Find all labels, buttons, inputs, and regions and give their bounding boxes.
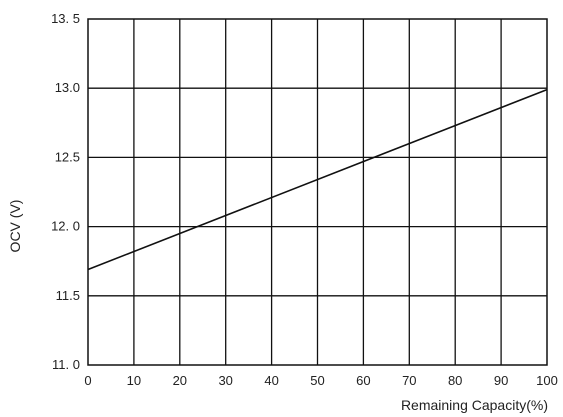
x-axis-ticks: 0 10 20 30 40 50 60 70 80 90 100 <box>84 373 557 388</box>
x-tick-label: 60 <box>356 373 370 388</box>
x-tick-label: 20 <box>173 373 187 388</box>
grid <box>88 19 547 365</box>
x-tick-label: 70 <box>402 373 416 388</box>
x-tick-label: 0 <box>84 373 91 388</box>
x-tick-label: 10 <box>127 373 141 388</box>
x-tick-label: 100 <box>536 373 558 388</box>
x-tick-label: 30 <box>218 373 232 388</box>
y-tick-label: 13. 5 <box>51 11 80 26</box>
series-line-ocv <box>87 88 548 271</box>
y-tick-label: 12.5 <box>55 149 80 164</box>
plot-area-frame <box>87 18 548 366</box>
series-layer <box>87 88 548 271</box>
x-tick-label: 50 <box>310 373 324 388</box>
plot-border <box>87 18 548 366</box>
y-tick-label: 11.5 <box>56 288 80 303</box>
x-tick-label: 90 <box>494 373 508 388</box>
y-axis-ticks: 11. 0 11.5 12. 0 12.5 13.0 13. 5 <box>51 11 80 372</box>
y-tick-label: 11. 0 <box>52 357 80 372</box>
x-axis-title: Remaining Capacity(%) <box>401 397 548 413</box>
y-tick-label: 12. 0 <box>51 219 80 234</box>
y-tick-label: 13.0 <box>55 80 80 95</box>
x-tick-label: 80 <box>448 373 462 388</box>
y-axis-title: OCV (V) <box>7 200 23 253</box>
x-tick-label: 40 <box>264 373 278 388</box>
